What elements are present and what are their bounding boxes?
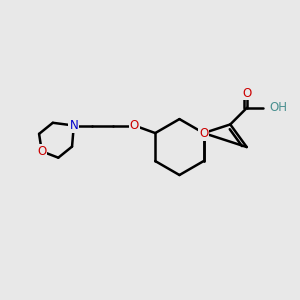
Text: O: O xyxy=(130,119,139,132)
Text: O: O xyxy=(37,145,46,158)
Text: OH: OH xyxy=(270,101,288,114)
Text: O: O xyxy=(199,127,208,140)
Text: O: O xyxy=(242,86,252,100)
Text: N: N xyxy=(69,119,78,132)
